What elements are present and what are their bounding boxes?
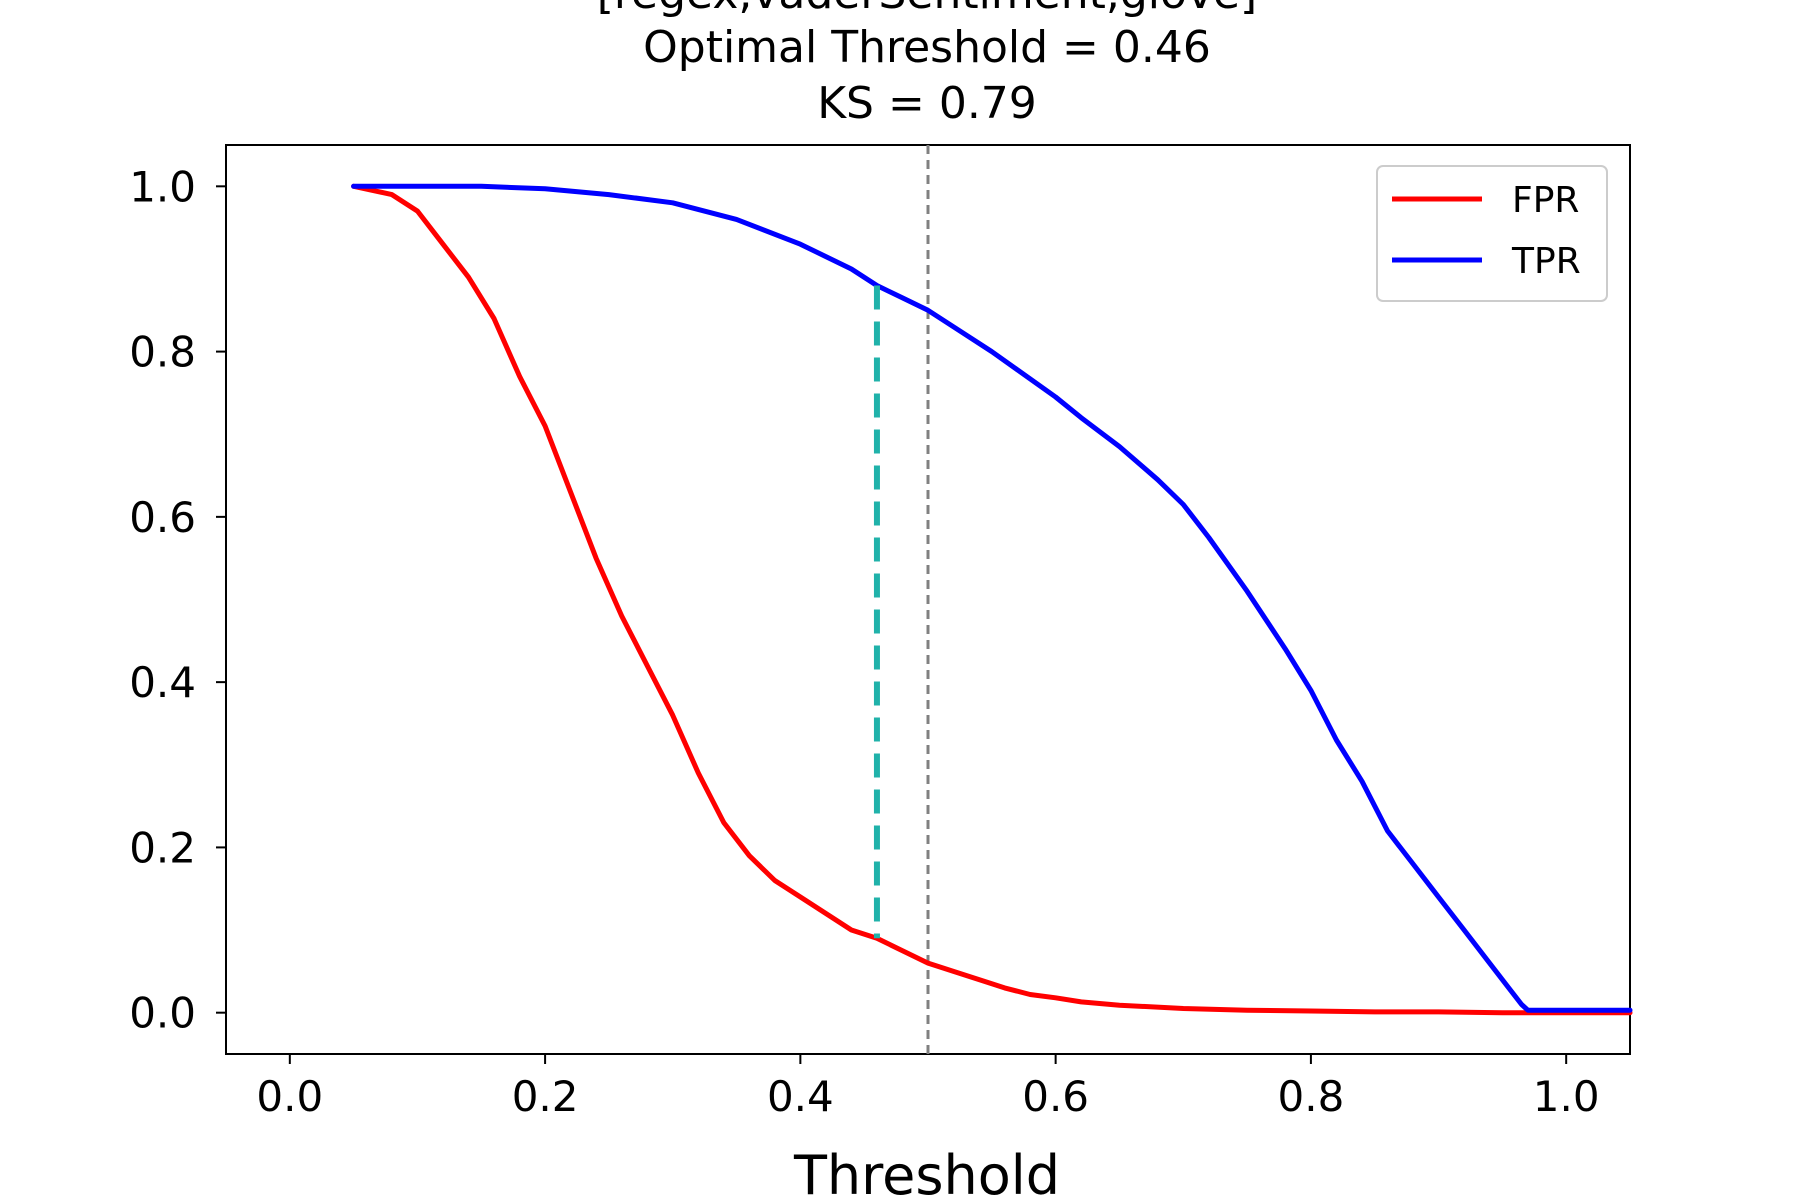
- x-tick-label: 0.2: [512, 1072, 579, 1121]
- x-tick-label: 0.8: [1278, 1072, 1345, 1121]
- series-layer: [351, 145, 1633, 1054]
- series-line-tpr: [351, 183, 1633, 1013]
- x-tick-label: 1.0: [1533, 1072, 1600, 1121]
- series-line-fpr: [351, 183, 1633, 1016]
- y-axis-ticks: 0.0 0.2 0.4 0.6 0.8 1.0: [129, 162, 226, 1038]
- legend: FPR TPR: [1376, 165, 1608, 302]
- chart-title: [regex,vaderSentiment,glove] Optimal Thr…: [597, 0, 1257, 129]
- title-line-1: [regex,vaderSentiment,glove]: [597, 0, 1257, 19]
- y-tick-label: 1.0: [129, 162, 196, 211]
- x-tick-label: 0.6: [1022, 1072, 1089, 1121]
- y-tick-label: 0.0: [129, 989, 196, 1038]
- y-tick-label: 0.8: [129, 328, 196, 377]
- y-tick-label: 0.6: [129, 493, 196, 542]
- legend-label-fpr: FPR: [1512, 180, 1579, 221]
- y-tick-label: 0.4: [129, 658, 196, 707]
- x-tick-label: 0.0: [256, 1072, 323, 1121]
- x-tick-label: 0.4: [767, 1072, 834, 1121]
- title-line-3: KS = 0.79: [817, 78, 1037, 129]
- x-axis-ticks: 0.0 0.2 0.4 0.6 0.8 1.0: [256, 1054, 1600, 1121]
- x-axis-label: Threshold: [793, 1144, 1060, 1200]
- legend-label-tpr: TPR: [1511, 241, 1581, 282]
- y-tick-label: 0.2: [129, 823, 196, 872]
- title-line-2: Optimal Threshold = 0.46: [643, 22, 1211, 73]
